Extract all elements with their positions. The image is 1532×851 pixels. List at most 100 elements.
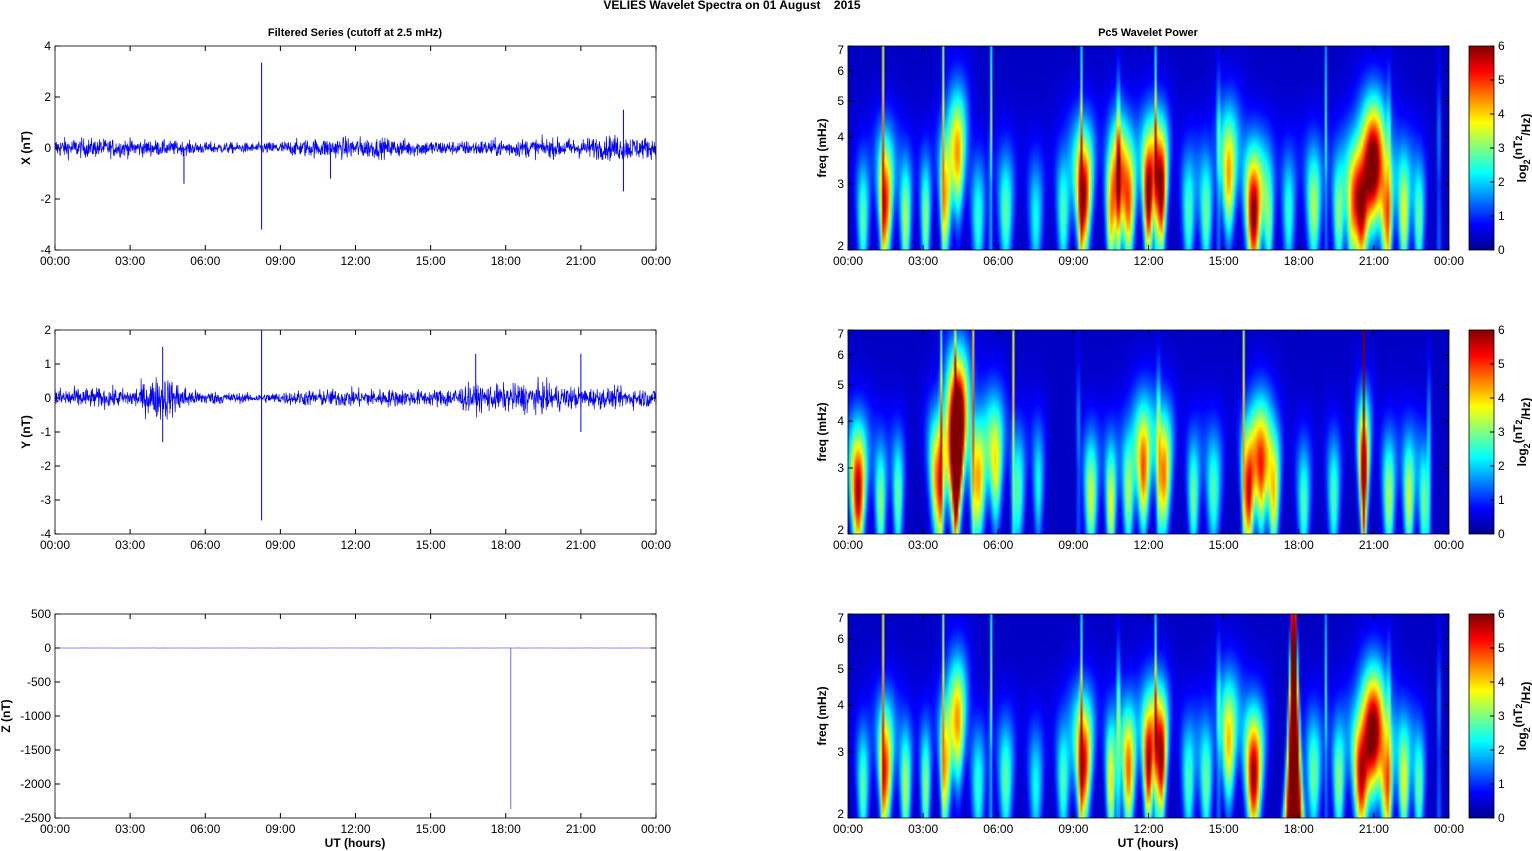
colorbar-label: log2(nT2/Hz)	[1511, 114, 1532, 183]
y-tick-label: 4	[837, 698, 844, 712]
x-tick-label: 09:00	[265, 822, 295, 836]
series-panel: -4 -3 -2 -1 0 1 2 00:00 03:00 06:00 09:00 12:00 15:0…	[19, 323, 671, 552]
colorbar-tick-label: 1	[1498, 777, 1505, 791]
x-tick-label: 12:00	[1133, 538, 1163, 552]
x-tick-label: 12:00	[1133, 254, 1163, 268]
y-tick-label: -4	[40, 527, 51, 541]
x-tick-label: 00:00	[40, 822, 70, 836]
x-tick-label: 03:00	[115, 538, 145, 552]
wavelet-panel: 2 3 4 5 6 7 00:00 03:00 06:00 09:00 12:00 15:00 18:0…	[815, 607, 1532, 836]
y-axis-label: X (nT)	[19, 131, 33, 165]
colorbar-tick-label: 3	[1498, 709, 1505, 723]
y-axis-label: freq (mHz)	[815, 118, 829, 177]
x-tick-label: 06:00	[983, 822, 1013, 836]
y-tick-label: 0	[44, 641, 51, 655]
y-axis-label: Z (nT)	[0, 699, 13, 732]
y-tick-label: 4	[837, 414, 844, 428]
x-tick-label: 18:00	[491, 254, 521, 268]
left-column-title: Filtered Series (cutoff at 2.5 mHz)	[268, 27, 443, 39]
x-tick-label: 21:00	[566, 822, 596, 836]
y-tick-label: -1500	[20, 743, 51, 757]
x-tick-label: 12:00	[340, 538, 370, 552]
wavelet-power-image	[848, 330, 1449, 534]
wavelet-power-image	[848, 46, 1449, 250]
figure-title: VELIES Wavelet Spectra on 01 August 2015	[603, 0, 861, 12]
y-tick-label: 5	[837, 662, 844, 676]
x-tick-label: 00:00	[641, 538, 671, 552]
y-tick-label: -1000	[20, 709, 51, 723]
colorbar-tick-label: 4	[1498, 107, 1505, 121]
x-tick-label: 00:00	[1434, 822, 1464, 836]
y-tick-label: -500	[27, 675, 51, 689]
x-tick-label: 03:00	[908, 538, 938, 552]
colorbar-tick-label: 5	[1498, 357, 1505, 371]
colorbar-tick-label: 3	[1498, 425, 1505, 439]
x-tick-label: 12:00	[1133, 822, 1163, 836]
x-tick-label: 03:00	[908, 254, 938, 268]
y-tick-label: 3	[837, 177, 844, 191]
y-tick-label: 7	[837, 611, 844, 625]
y-tick-label: 5	[837, 94, 844, 108]
x-tick-label: 18:00	[491, 822, 521, 836]
colorbar-tick-label: 2	[1498, 743, 1505, 757]
y-tick-label: -2	[40, 459, 51, 473]
y-tick-label: 0	[44, 141, 51, 155]
y-tick-label: 0	[44, 391, 51, 405]
x-tick-label: 00:00	[833, 822, 863, 836]
colorbar-label: log2(nT2/Hz)	[1511, 398, 1532, 467]
y-axis-label: freq (mHz)	[815, 686, 829, 745]
y-tick-label: -3	[40, 493, 51, 507]
colorbar-tick-label: 2	[1498, 175, 1505, 189]
colorbar-tick-label: 0	[1498, 527, 1505, 541]
wavelet-power-image	[848, 614, 1449, 818]
colorbar-tick-label: 4	[1498, 391, 1505, 405]
x-tick-label: 21:00	[1359, 538, 1389, 552]
y-tick-label: 2	[44, 323, 51, 337]
x-tick-label: 09:00	[265, 538, 295, 552]
x-tick-label: 12:00	[340, 254, 370, 268]
x-tick-label: 00:00	[40, 254, 70, 268]
plot-area	[55, 330, 656, 534]
y-tick-label: 4	[44, 39, 51, 53]
plot-area	[55, 614, 656, 818]
wavelet-panel: 2 3 4 5 6 7 00:00 03:00 06:00 09:00 12:00 15:00 18:0…	[815, 323, 1532, 552]
y-tick-label: -2000	[20, 777, 51, 791]
x-tick-label: 15:00	[416, 822, 446, 836]
series-line	[54, 376, 657, 420]
y-axis-label: freq (mHz)	[815, 402, 829, 461]
colorbar-tick-label: 4	[1498, 675, 1505, 689]
x-tick-label: 00:00	[833, 254, 863, 268]
y-tick-label: 5	[837, 378, 844, 392]
y-tick-label: 7	[837, 327, 844, 341]
y-tick-label: -1	[40, 425, 51, 439]
x-tick-label: 03:00	[115, 822, 145, 836]
y-tick-label: 500	[31, 607, 51, 621]
colorbar-tick-label: 0	[1498, 811, 1505, 825]
x-tick-label: 00:00	[40, 538, 70, 552]
left-x-axis-label: UT (hours)	[325, 836, 386, 850]
x-tick-label: 15:00	[416, 538, 446, 552]
colorbar-tick-label: 1	[1498, 493, 1505, 507]
y-tick-label: 2	[837, 239, 844, 253]
y-tick-label: 7	[837, 43, 844, 57]
x-tick-label: 21:00	[1359, 822, 1389, 836]
x-tick-label: 18:00	[1284, 254, 1314, 268]
colorbar-tick-label: 6	[1498, 323, 1505, 337]
y-tick-label: 3	[837, 745, 844, 759]
x-tick-label: 09:00	[1058, 822, 1088, 836]
x-tick-label: 18:00	[491, 538, 521, 552]
x-tick-label: 12:00	[340, 822, 370, 836]
y-tick-label: 4	[837, 130, 844, 144]
x-tick-label: 03:00	[115, 254, 145, 268]
y-tick-label: 2	[837, 807, 844, 821]
y-axis-label: Y (nT)	[19, 415, 33, 449]
y-tick-label: -2500	[20, 811, 51, 825]
colorbar	[1468, 613, 1495, 819]
colorbar	[1468, 45, 1495, 251]
right-column-title: Pc5 Wavelet Power	[1098, 27, 1199, 39]
y-tick-label: 3	[837, 461, 844, 475]
x-tick-label: 15:00	[1209, 254, 1239, 268]
x-tick-label: 00:00	[1434, 254, 1464, 268]
x-tick-label: 09:00	[1058, 254, 1088, 268]
x-tick-label: 06:00	[983, 538, 1013, 552]
